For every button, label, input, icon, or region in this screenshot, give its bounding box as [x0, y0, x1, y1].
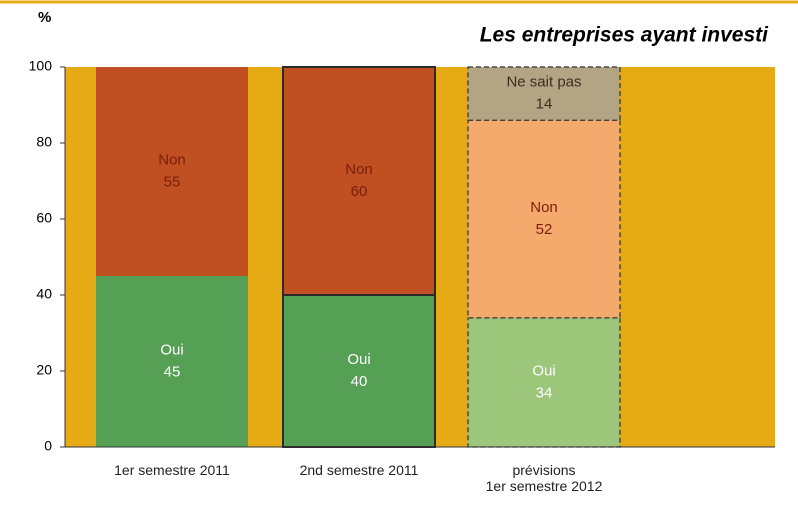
segment-name: Non — [158, 151, 186, 168]
bar-segment — [283, 67, 435, 295]
x-tick-label: 1er semestre 2011 — [87, 462, 257, 478]
segment-value: 40 — [351, 373, 368, 390]
y-tick-label: 80 — [36, 134, 52, 150]
segment-name: Ne sait pas — [506, 74, 581, 91]
y-axis-label: % — [38, 9, 51, 26]
segment-value: 45 — [164, 363, 181, 380]
chart-title: Les entreprises ayant investi — [480, 24, 769, 47]
segment-value: 14 — [536, 96, 553, 113]
y-tick-label: 0 — [44, 438, 52, 454]
segment-value: 52 — [536, 221, 553, 238]
x-tick-label: prévisions 1er semestre 2012 — [459, 462, 629, 494]
segment-name: Non — [345, 161, 373, 178]
segment-value: 60 — [351, 183, 368, 200]
segment-value: 55 — [164, 173, 181, 190]
y-tick-label: 20 — [36, 362, 52, 378]
x-tick-label: 2nd semestre 2011 — [274, 462, 444, 478]
bar-segment — [96, 276, 248, 447]
segment-name: Oui — [532, 362, 555, 379]
y-tick-label: 60 — [36, 210, 52, 226]
y-tick-label: 100 — [29, 58, 53, 74]
y-tick-label: 40 — [36, 286, 52, 302]
segment-name: Oui — [347, 351, 370, 368]
segment-name: Oui — [160, 341, 183, 358]
bar-segment — [96, 67, 248, 276]
bar-segment — [468, 120, 620, 318]
page: % Les entreprises ayant investi 0 20 40 60 8… — [0, 0, 798, 507]
bar-segment — [283, 295, 435, 447]
segment-value: 34 — [536, 384, 553, 401]
segment-name: Non — [530, 199, 558, 216]
bar-segment — [468, 318, 620, 447]
chart: % Les entreprises ayant investi 0 20 40 60 8… — [0, 0, 798, 507]
